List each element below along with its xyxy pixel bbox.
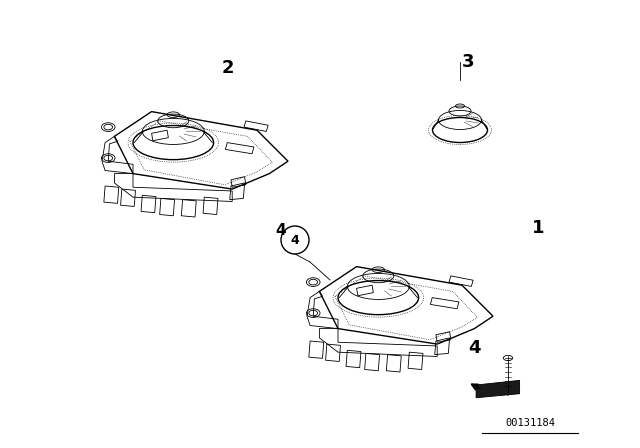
Polygon shape	[476, 380, 520, 398]
Text: 00131184: 00131184	[505, 418, 555, 428]
Text: 4: 4	[291, 233, 300, 246]
Text: 2: 2	[221, 59, 234, 77]
Text: 3: 3	[461, 53, 474, 71]
Text: 4: 4	[276, 223, 286, 237]
Polygon shape	[506, 392, 510, 395]
Text: 4: 4	[468, 339, 480, 357]
Text: 1: 1	[532, 219, 544, 237]
Ellipse shape	[504, 355, 513, 361]
